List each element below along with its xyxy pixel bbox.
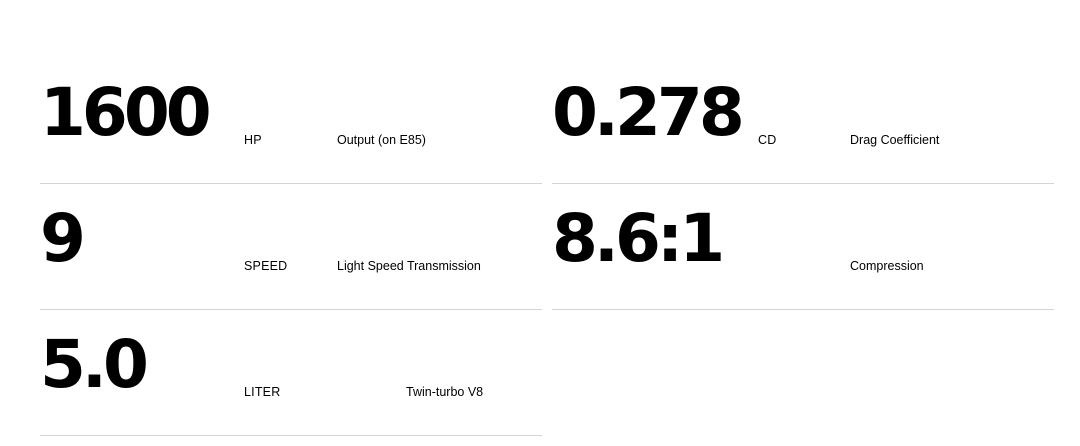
spec-value: 8.6:1	[552, 200, 725, 277]
spec-unit: LITER	[244, 385, 281, 399]
spec-description: Light Speed Transmission	[337, 259, 481, 273]
spec-value: 5.0	[40, 326, 149, 403]
spec-drag-coefficient: 0.278 CD Drag Coefficient	[552, 58, 1054, 184]
spec-description: Compression	[850, 259, 924, 273]
spec-value: 9	[40, 200, 86, 277]
spec-value: 1600	[40, 74, 212, 151]
spec-description: Output (on E85)	[337, 133, 426, 147]
spec-compression: 8.6:1 Compression	[552, 184, 1054, 310]
spec-engine: 5.0 LITER Twin-turbo V8	[40, 310, 542, 436]
spec-value: 0.278	[552, 74, 745, 151]
spec-unit: CD	[758, 133, 777, 147]
spec-unit: HP	[244, 133, 262, 147]
spec-description: Drag Coefficient	[850, 133, 940, 147]
spec-output: 1600 HP Output (on E85)	[40, 58, 542, 184]
spec-transmission: 9 SPEED Light Speed Transmission	[40, 184, 542, 310]
spec-unit: SPEED	[244, 259, 288, 273]
spec-description: Twin-turbo V8	[406, 385, 484, 399]
